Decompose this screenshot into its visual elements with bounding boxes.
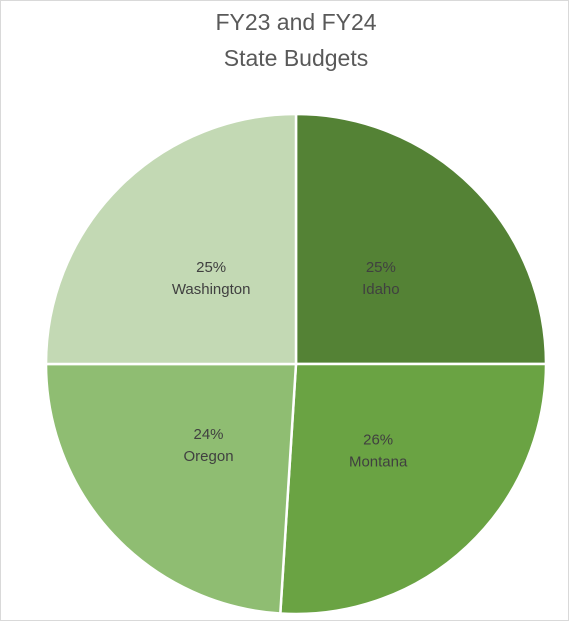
category-label: Montana [349,453,408,470]
category-label: Idaho [362,281,400,298]
pie-slice [278,362,548,616]
category-label: Washington [172,281,251,298]
pie-slice [44,112,298,366]
chart-title: State Budgets [224,45,369,71]
pie-slice [294,112,548,366]
category-label: Oregon [184,448,234,465]
pie-slice [44,362,298,615]
data-label: 24% [194,426,224,443]
chart-title: FY23 and FY24 [215,9,376,35]
data-label: 25% [366,259,396,276]
data-label: 26% [363,431,393,448]
data-label: 25% [196,259,226,276]
